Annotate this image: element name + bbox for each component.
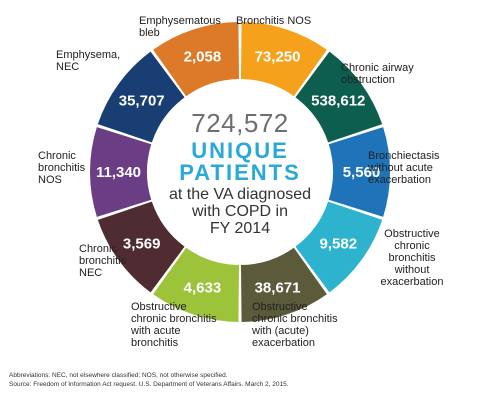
- total-patients: 724,572: [191, 108, 289, 138]
- label-obc-with-exacerbation: Obstructive chronic bronchitis with (acute…: [252, 301, 338, 349]
- center-line-2: with COPD in: [191, 203, 289, 220]
- footnote-source: Source: Freedom of Information Act reque…: [9, 381, 289, 388]
- label-chronic-bronchitis-nec: Chronic bronchitis NEC: [79, 243, 127, 279]
- slice-chronic-bronchitis-nec: [97, 201, 185, 293]
- slice-chronic-bronchitis-nos: [90, 127, 152, 217]
- footnote-abbreviations: Abbreviations: NEC, not elsewhere classi…: [9, 372, 228, 379]
- slice-obc-without-exacerbation: [295, 201, 383, 293]
- value-label-bronchitis-nos: 73,250: [255, 48, 301, 65]
- label-emphysematous-bleb: Emphysematous bleb: [139, 15, 221, 39]
- slice-emphysematous-bleb: [153, 22, 240, 97]
- label-obc-acute-bronchitis: Obstructive chronic bronchitis with acute b…: [131, 301, 217, 349]
- value-label-emphysematous-bleb: 2,058: [184, 48, 222, 65]
- slice-obc-acute-bronchitis: [153, 247, 240, 322]
- center-line-3: FY 2014: [209, 220, 271, 237]
- value-label-chronic-bronchitis-nos: 11,340: [96, 164, 141, 181]
- value-label-obc-without-exacerbation: 9,582: [320, 235, 358, 252]
- label-bronchitis-nos: Bronchitis NOS: [236, 15, 312, 27]
- label-obc-without-exacerbation: Obstructive chronic bronchitis without exace…: [380, 228, 444, 288]
- label-emphysema-nec: Emphysema, NEC: [56, 49, 121, 73]
- slice-bronchiectasis: [328, 127, 390, 217]
- center-unique: UNIQUE: [191, 138, 289, 163]
- slice-obc-with-exacerbation: [240, 247, 327, 322]
- value-label-obc-acute-bronchitis: 4,633: [184, 280, 222, 297]
- value-label-obc-with-exacerbation: 38,671: [255, 280, 301, 297]
- value-label-chronic-airway-obstruction: 538,612: [311, 93, 365, 110]
- center-patients: PATIENTS: [179, 160, 301, 185]
- center-line-1: at the VA diagnosed: [168, 186, 312, 203]
- value-label-chronic-bronchitis-nec: 3,569: [123, 235, 161, 252]
- label-chronic-bronchitis-nos: Chronic bronchitis NOS: [38, 150, 86, 186]
- slice-emphysema-nec: [97, 51, 185, 143]
- label-bronchiectasis: Bronchiectasis without acute exacerbation: [368, 150, 440, 186]
- value-label-bronchiectasis: 5,560: [343, 164, 381, 181]
- value-label-emphysema-nec: 35,707: [119, 93, 165, 110]
- label-chronic-airway-obstruction: Chronic airway obstruction: [341, 62, 414, 86]
- slice-chronic-airway-obstruction: [295, 51, 383, 143]
- slice-bronchitis-nos: [240, 22, 327, 97]
